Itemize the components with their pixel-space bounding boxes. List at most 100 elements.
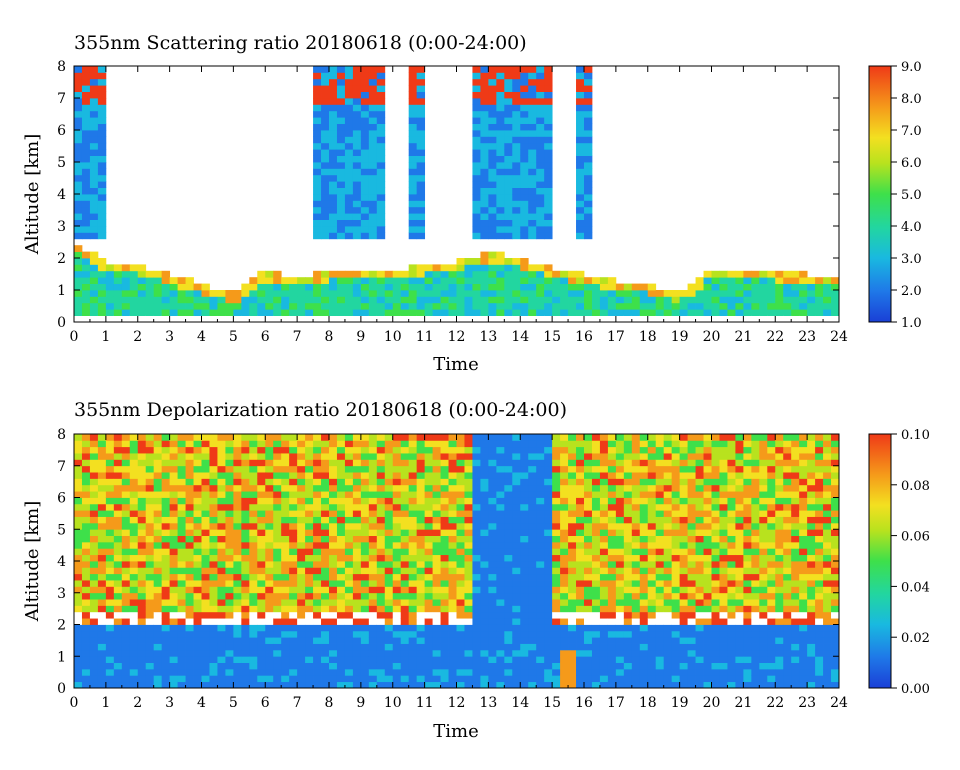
depolarization-ratio-heatmap-cell <box>560 605 569 613</box>
depolarization-ratio-heatmap-cell <box>496 586 505 594</box>
depolarization-ratio-heatmap-cell <box>185 516 194 524</box>
depolarization-ratio-heatmap-cell <box>360 491 370 498</box>
depolarization-ratio-heatmap-cell <box>576 662 585 670</box>
depolarization-ratio-heatmap-cell <box>591 440 601 448</box>
scattering-ratio-heatmap-cell <box>512 200 521 208</box>
depolarization-ratio-heatmap-cell <box>456 605 465 613</box>
scattering-ratio-heatmap-cell <box>329 277 338 284</box>
depolarization-ratio-heatmap-cell <box>663 643 673 651</box>
scattering-ratio-heatmap-cell <box>775 290 784 297</box>
depolarization-ratio-heatmap-cell <box>488 541 497 549</box>
depolarization-ratio-heatmap-cell <box>289 656 298 663</box>
scattering-ratio-heatmap-cell <box>440 290 449 297</box>
depolarization-ratio-heatmap-cell <box>512 675 521 683</box>
depolarization-ratio-heatmap-cell <box>568 592 577 600</box>
depolarization-ratio-heatmap-cell <box>384 522 394 530</box>
depolarization-ratio-heatmap-cell <box>97 662 107 670</box>
scattering-ratio-heatmap-cell <box>807 302 816 310</box>
depolarization-ratio-heatmap-cell <box>703 586 712 594</box>
depolarization-ratio-heatmap-cell <box>584 630 593 638</box>
depolarization-ratio-heatmap-cell <box>432 516 441 524</box>
scattering-ratio-heatmap-cell <box>368 104 378 112</box>
depolarization-ratio-heatmap-cell <box>297 637 306 644</box>
depolarization-ratio-heatmap-cell <box>89 618 99 625</box>
scattering-ratio-heatmap-cell <box>815 309 824 316</box>
scattering-ratio-heatmap-cell <box>504 85 513 92</box>
depolarization-ratio-heatmap-cell <box>297 586 306 594</box>
depolarization-ratio-heatmap-cell <box>225 592 234 600</box>
scattering-ratio-heatmap-cell <box>584 78 593 86</box>
scattering-ratio-heatmap-cell <box>177 302 186 310</box>
depolarization-ratio-heatmap-cell <box>695 649 704 657</box>
depolarization-ratio-heatmap-cell <box>536 434 545 441</box>
depolarization-ratio-heatmap-cell <box>735 491 744 498</box>
depolarization-ratio-heatmap-cell <box>719 478 728 486</box>
depolarization-ratio-heatmap-cell <box>639 491 649 498</box>
depolarization-ratio-heatmap-cell <box>336 599 346 606</box>
scattering-ratio-heatmap-cell <box>368 155 378 163</box>
scattering-ratio-heatmap-cell <box>81 85 91 92</box>
depolarization-ratio-heatmap-cell <box>711 497 720 505</box>
depolarization-ratio-heatmap-cell <box>74 459 83 467</box>
depolarization-ratio-heatmap-cell <box>265 637 274 644</box>
scattering-ratio-heatmap-cell <box>472 258 481 265</box>
depolarization-ratio-heatmap-cell <box>400 541 410 549</box>
depolarization-ratio-heatmap-cell <box>233 465 242 473</box>
depolarization-ratio-heatmap-cell <box>671 624 681 632</box>
depolarization-ratio-heatmap-cell <box>265 541 274 549</box>
depolarization-ratio-heatmap-cell <box>297 497 306 505</box>
depolarization-ratio-heatmap-cell <box>408 592 418 600</box>
depolarization-ratio-heatmap-cell <box>273 662 282 670</box>
scattering-ratio-heatmap-cell <box>74 66 83 73</box>
depolarization-ratio-heatmap-cell <box>695 440 704 448</box>
scattering-ratio-heatmap-cell <box>376 219 386 227</box>
depolarization-ratio-heatmap-cell <box>615 548 625 556</box>
depolarization-ratio-heatmap-cell <box>368 567 378 575</box>
depolarization-ratio-heatmap-cell <box>695 548 704 556</box>
depolarization-ratio-heatmap-cell <box>623 440 633 448</box>
scattering-ratio-heatmap-cell <box>584 130 593 137</box>
depolarization-ratio-heatmap-cell <box>528 580 537 587</box>
depolarization-ratio-heatmap-cell <box>81 491 91 498</box>
scattering-ratio-heatmap-cell <box>74 245 83 252</box>
scattering-ratio-heatmap-cell <box>74 104 83 112</box>
depolarization-ratio-heatmap-cell <box>289 535 298 543</box>
scattering-ratio-heatmap-cell <box>512 110 521 118</box>
depolarization-ratio-heatmap-cell <box>273 675 282 683</box>
depolarization-ratio-heatmap-cell <box>512 656 521 663</box>
depolarization-ratio-heatmap-cell <box>145 434 155 441</box>
depolarization-ratio-heatmap-cell <box>695 484 704 492</box>
scattering-ratio-heatmap-cell <box>719 290 728 297</box>
scattering-ratio-heatmap-cell <box>536 142 545 150</box>
depolarization-ratio-heatmap-cell <box>185 503 194 511</box>
scattering-ratio-heatmap-cell <box>472 277 481 284</box>
depolarization-ratio-heatmap-cell <box>241 662 250 670</box>
scattering-ratio-heatmap-cell <box>321 85 330 92</box>
depolarization-ratio-heatmap-cell <box>647 580 657 587</box>
depolarization-ratio-heatmap-cell <box>528 554 537 562</box>
scattering-ratio-heatmap-cell <box>472 130 481 137</box>
depolarization-ratio-heatmap-cell <box>472 649 481 657</box>
scattering-ratio-heatmap-cell <box>137 264 147 272</box>
depolarization-ratio-heatmap-cell <box>89 522 99 530</box>
depolarization-ratio-heatmap-cell <box>639 580 649 587</box>
scattering-ratio-heatmap-cell <box>576 72 585 80</box>
scattering-ratio-heatmap-cell <box>313 162 322 169</box>
scattering-ratio-heatmap-cell <box>591 309 601 316</box>
depolarization-ratio-heatmap-cell <box>352 503 362 511</box>
depolarization-ratio-heatmap-cell <box>703 529 712 536</box>
scattering-ratio-heatmap-cell <box>81 232 91 240</box>
depolarization-ratio-heatmap-cell <box>265 630 274 638</box>
depolarization-ratio-heatmap-cell <box>432 573 441 581</box>
depolarization-ratio-heatmap-cell <box>512 624 521 632</box>
depolarization-ratio-heatmap-cell <box>241 656 250 663</box>
depolarization-ratio-heatmap-cell <box>360 453 370 460</box>
scattering-ratio-heatmap-cell <box>544 213 553 220</box>
depolarization-ratio-heatmap-cell <box>257 586 266 594</box>
depolarization-ratio-heatmap-cell <box>225 522 234 530</box>
scattering-ratio-heatmap-cell <box>368 219 378 227</box>
depolarization-ratio-heatmap-cell <box>352 453 362 460</box>
scattering-ratio-heatmap-cell <box>336 315 346 323</box>
scattering-ratio-heatmap-cell <box>368 283 378 291</box>
depolarization-ratio-heatmap-cell <box>416 522 426 530</box>
